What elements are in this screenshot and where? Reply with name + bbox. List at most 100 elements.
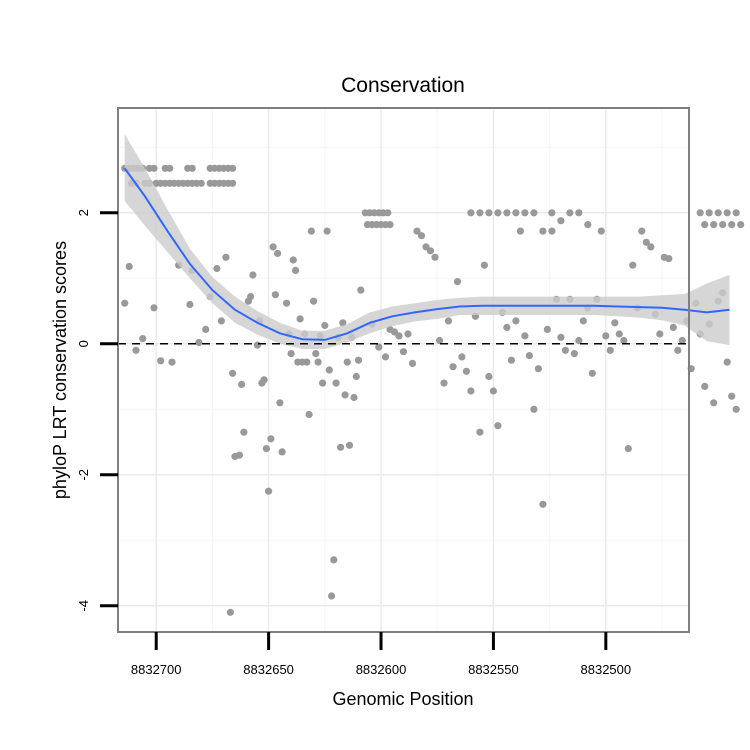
data-point xyxy=(312,350,320,358)
data-point xyxy=(386,221,394,229)
data-point xyxy=(476,209,484,217)
data-point xyxy=(579,317,587,325)
data-point xyxy=(307,227,315,235)
data-point xyxy=(728,392,736,400)
chart-title: Conservation xyxy=(341,74,465,97)
x-tick-label: 8832650 xyxy=(243,662,294,677)
data-point xyxy=(332,379,340,387)
data-point xyxy=(267,435,275,443)
data-point xyxy=(462,367,470,375)
data-point xyxy=(150,304,158,312)
data-point xyxy=(314,358,322,366)
data-point xyxy=(453,278,462,286)
data-point xyxy=(213,264,221,273)
data-point xyxy=(516,227,525,235)
data-point xyxy=(139,335,147,343)
data-point xyxy=(431,253,439,261)
data-point xyxy=(222,253,230,261)
data-point xyxy=(186,300,194,309)
data-point xyxy=(440,379,448,387)
data-point xyxy=(399,348,408,356)
data-point xyxy=(521,332,529,340)
data-point xyxy=(530,405,538,413)
data-point xyxy=(321,321,329,330)
data-point xyxy=(319,379,327,387)
y-tick-label: -2 xyxy=(76,469,91,481)
data-point xyxy=(265,487,273,495)
data-point xyxy=(195,338,203,347)
y-tick-label: -4 xyxy=(76,600,91,612)
data-point xyxy=(467,209,475,217)
data-point xyxy=(253,341,261,349)
data-point xyxy=(121,299,129,307)
data-point xyxy=(413,227,421,235)
data-point xyxy=(238,380,246,388)
data-point xyxy=(384,209,392,217)
data-point xyxy=(125,262,133,271)
data-point xyxy=(289,256,297,264)
data-point xyxy=(458,353,466,361)
data-point xyxy=(503,323,511,331)
data-point xyxy=(417,232,426,240)
data-point xyxy=(485,372,493,381)
data-point xyxy=(507,356,515,364)
data-point xyxy=(292,266,300,274)
data-point xyxy=(354,356,363,364)
data-point xyxy=(476,428,484,436)
data-point xyxy=(705,209,713,217)
data-point xyxy=(435,336,444,345)
data-point xyxy=(710,399,718,407)
data-point xyxy=(188,164,196,172)
data-point xyxy=(584,221,592,229)
data-point xyxy=(485,209,493,217)
data-point xyxy=(674,346,682,354)
data-point xyxy=(240,428,248,436)
data-point xyxy=(548,209,556,217)
data-point xyxy=(229,369,237,377)
data-point xyxy=(575,336,583,345)
data-point xyxy=(656,330,664,338)
data-point xyxy=(226,608,234,616)
data-point xyxy=(352,372,360,381)
data-point xyxy=(260,376,268,384)
data-point xyxy=(575,209,583,217)
y-tick-label: 2 xyxy=(76,209,91,216)
data-point xyxy=(534,365,543,373)
data-point xyxy=(494,422,502,430)
data-point xyxy=(701,221,709,229)
plot-panel xyxy=(118,108,689,632)
y-tick-label: 0 xyxy=(76,340,91,347)
data-point xyxy=(341,391,349,399)
data-point xyxy=(202,325,210,333)
data-point xyxy=(168,358,176,366)
data-point xyxy=(157,357,165,365)
data-point xyxy=(489,387,497,395)
data-point xyxy=(539,227,547,235)
data-point xyxy=(278,448,286,456)
data-point xyxy=(303,358,311,366)
data-point xyxy=(375,343,383,351)
data-point xyxy=(557,217,565,225)
data-point xyxy=(287,350,295,358)
confidence-ribbon xyxy=(124,134,730,349)
data-point xyxy=(701,382,709,390)
data-point xyxy=(696,209,704,217)
data-point xyxy=(381,353,390,361)
data-point xyxy=(217,317,225,325)
data-point xyxy=(330,556,338,564)
data-point xyxy=(132,346,140,354)
data-point xyxy=(467,387,475,395)
data-point xyxy=(310,297,318,305)
data-point xyxy=(328,592,336,600)
data-point xyxy=(539,500,547,508)
data-point xyxy=(269,243,277,251)
data-point xyxy=(283,299,291,307)
data-point xyxy=(350,393,358,402)
data-point xyxy=(339,319,347,327)
data-point xyxy=(557,333,565,341)
data-point xyxy=(570,350,579,358)
data-point xyxy=(602,332,610,340)
x-tick-label: 8832700 xyxy=(131,662,182,677)
y-axis-title: phyloP LRT conservation scores xyxy=(50,241,70,499)
